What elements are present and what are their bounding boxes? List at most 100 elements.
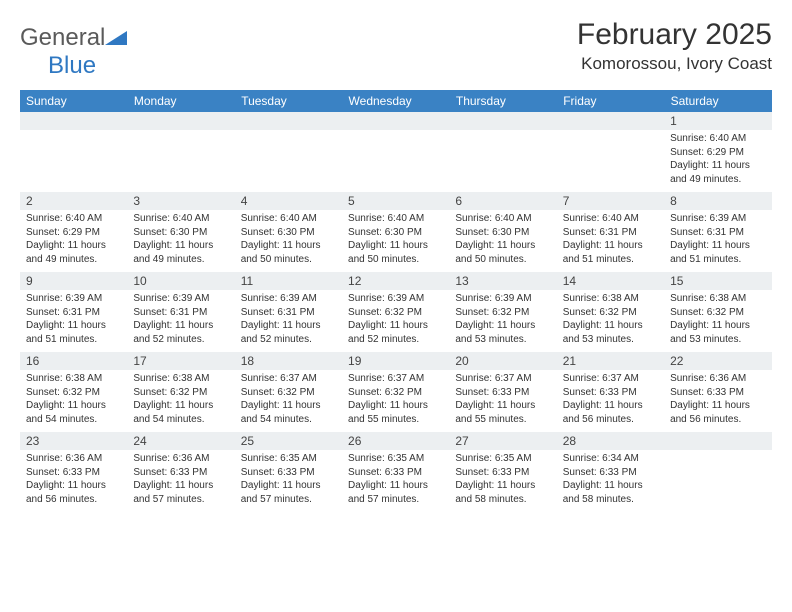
day-number: 2 [20, 192, 127, 210]
day-number: 15 [664, 272, 771, 290]
day-number: 21 [557, 352, 664, 370]
day-number [664, 432, 771, 450]
weekday-header: Monday [127, 90, 234, 112]
logo-text-blue: Blue [20, 52, 96, 79]
calendar-page: General Blue February 2025 Komorossou, I… [0, 0, 792, 512]
day-details: Sunrise: 6:40 AM Sunset: 6:30 PM Dayligh… [342, 210, 449, 272]
day-number [557, 112, 664, 130]
day-details: Sunrise: 6:38 AM Sunset: 6:32 PM Dayligh… [127, 370, 234, 432]
day-details: Sunrise: 6:36 AM Sunset: 6:33 PM Dayligh… [664, 370, 771, 432]
day-number [449, 112, 556, 130]
day-details: Sunrise: 6:35 AM Sunset: 6:33 PM Dayligh… [235, 450, 342, 512]
day-number: 23 [20, 432, 127, 450]
day-content-row: Sunrise: 6:38 AM Sunset: 6:32 PM Dayligh… [20, 370, 772, 432]
day-number: 1 [664, 112, 771, 130]
day-details [20, 130, 127, 192]
day-number: 9 [20, 272, 127, 290]
day-details: Sunrise: 6:40 AM Sunset: 6:30 PM Dayligh… [449, 210, 556, 272]
day-number: 28 [557, 432, 664, 450]
weekday-header: Thursday [449, 90, 556, 112]
day-details [342, 130, 449, 192]
day-number: 14 [557, 272, 664, 290]
day-number: 4 [235, 192, 342, 210]
logo-triangle-icon [105, 29, 127, 50]
day-number-row: 16171819202122 [20, 352, 772, 370]
day-details: Sunrise: 6:35 AM Sunset: 6:33 PM Dayligh… [342, 450, 449, 512]
day-number: 17 [127, 352, 234, 370]
title-block: February 2025 Komorossou, Ivory Coast [577, 18, 772, 74]
day-content-row: Sunrise: 6:40 AM Sunset: 6:29 PM Dayligh… [20, 130, 772, 192]
day-details: Sunrise: 6:36 AM Sunset: 6:33 PM Dayligh… [127, 450, 234, 512]
day-details: Sunrise: 6:40 AM Sunset: 6:30 PM Dayligh… [127, 210, 234, 272]
weekday-header: Friday [557, 90, 664, 112]
logo-text-general: General [20, 24, 105, 51]
day-details: Sunrise: 6:38 AM Sunset: 6:32 PM Dayligh… [664, 290, 771, 352]
day-number-row: 9101112131415 [20, 272, 772, 290]
day-number [127, 112, 234, 130]
day-details: Sunrise: 6:38 AM Sunset: 6:32 PM Dayligh… [20, 370, 127, 432]
day-number: 5 [342, 192, 449, 210]
day-details: Sunrise: 6:38 AM Sunset: 6:32 PM Dayligh… [557, 290, 664, 352]
day-content-row: Sunrise: 6:36 AM Sunset: 6:33 PM Dayligh… [20, 450, 772, 512]
weekday-header: Tuesday [235, 90, 342, 112]
day-number [235, 112, 342, 130]
day-number: 27 [449, 432, 556, 450]
day-details: Sunrise: 6:37 AM Sunset: 6:32 PM Dayligh… [342, 370, 449, 432]
logo-text-block: General Blue [20, 24, 127, 80]
day-content-row: Sunrise: 6:39 AM Sunset: 6:31 PM Dayligh… [20, 290, 772, 352]
day-number [342, 112, 449, 130]
day-number: 26 [342, 432, 449, 450]
day-number-row: 232425262728 [20, 432, 772, 450]
day-details [664, 450, 771, 512]
day-number: 25 [235, 432, 342, 450]
day-number: 7 [557, 192, 664, 210]
day-content-row: Sunrise: 6:40 AM Sunset: 6:29 PM Dayligh… [20, 210, 772, 272]
weekday-header: Sunday [20, 90, 127, 112]
day-details: Sunrise: 6:40 AM Sunset: 6:29 PM Dayligh… [20, 210, 127, 272]
header-row: General Blue February 2025 Komorossou, I… [20, 18, 772, 80]
day-details: Sunrise: 6:40 AM Sunset: 6:31 PM Dayligh… [557, 210, 664, 272]
day-details: Sunrise: 6:39 AM Sunset: 6:31 PM Dayligh… [664, 210, 771, 272]
calendar-body: 1Sunrise: 6:40 AM Sunset: 6:29 PM Daylig… [20, 112, 772, 512]
day-number-row: 2345678 [20, 192, 772, 210]
day-details: Sunrise: 6:37 AM Sunset: 6:32 PM Dayligh… [235, 370, 342, 432]
weekday-header-row: Sunday Monday Tuesday Wednesday Thursday… [20, 90, 772, 112]
day-number: 20 [449, 352, 556, 370]
day-details: Sunrise: 6:39 AM Sunset: 6:32 PM Dayligh… [449, 290, 556, 352]
day-details: Sunrise: 6:40 AM Sunset: 6:30 PM Dayligh… [235, 210, 342, 272]
day-details: Sunrise: 6:37 AM Sunset: 6:33 PM Dayligh… [557, 370, 664, 432]
title-month: February 2025 [577, 18, 772, 52]
day-number: 8 [664, 192, 771, 210]
day-number: 3 [127, 192, 234, 210]
day-number: 13 [449, 272, 556, 290]
day-number: 11 [235, 272, 342, 290]
day-details: Sunrise: 6:39 AM Sunset: 6:31 PM Dayligh… [20, 290, 127, 352]
weekday-header: Wednesday [342, 90, 449, 112]
day-details [449, 130, 556, 192]
day-details: Sunrise: 6:37 AM Sunset: 6:33 PM Dayligh… [449, 370, 556, 432]
logo: General Blue [20, 18, 127, 80]
day-details: Sunrise: 6:39 AM Sunset: 6:31 PM Dayligh… [127, 290, 234, 352]
day-details: Sunrise: 6:36 AM Sunset: 6:33 PM Dayligh… [20, 450, 127, 512]
day-number [20, 112, 127, 130]
day-number-row: 1 [20, 112, 772, 130]
day-number: 12 [342, 272, 449, 290]
day-number: 19 [342, 352, 449, 370]
day-number: 22 [664, 352, 771, 370]
calendar-table: Sunday Monday Tuesday Wednesday Thursday… [20, 90, 772, 512]
day-number: 6 [449, 192, 556, 210]
day-details: Sunrise: 6:39 AM Sunset: 6:32 PM Dayligh… [342, 290, 449, 352]
day-details [557, 130, 664, 192]
day-details: Sunrise: 6:40 AM Sunset: 6:29 PM Dayligh… [664, 130, 771, 192]
day-details: Sunrise: 6:39 AM Sunset: 6:31 PM Dayligh… [235, 290, 342, 352]
day-number: 10 [127, 272, 234, 290]
day-number: 24 [127, 432, 234, 450]
day-details [127, 130, 234, 192]
day-details [235, 130, 342, 192]
day-details: Sunrise: 6:34 AM Sunset: 6:33 PM Dayligh… [557, 450, 664, 512]
weekday-header: Saturday [664, 90, 771, 112]
day-number: 18 [235, 352, 342, 370]
title-location: Komorossou, Ivory Coast [577, 54, 772, 74]
day-number: 16 [20, 352, 127, 370]
day-details: Sunrise: 6:35 AM Sunset: 6:33 PM Dayligh… [449, 450, 556, 512]
